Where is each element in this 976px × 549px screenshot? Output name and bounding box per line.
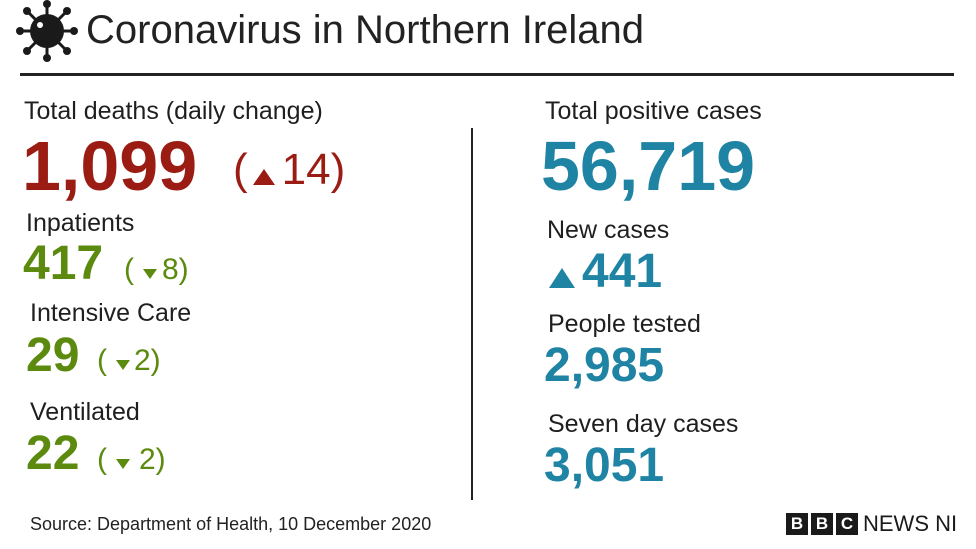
ventilated-change: (2) xyxy=(97,442,166,479)
deaths-change: (14) xyxy=(233,145,345,197)
inpatients-change-open: ( xyxy=(124,253,134,286)
header-rule xyxy=(20,73,954,76)
down-arrow-icon xyxy=(142,253,158,289)
bbc-letter: C xyxy=(836,513,858,535)
bbc-logo: B B C xyxy=(786,513,858,535)
page-title: Coronavirus in Northern Ireland xyxy=(86,8,645,52)
down-arrow-icon xyxy=(115,344,131,380)
tested-label: People tested xyxy=(548,310,701,338)
vent-change-open: ( xyxy=(97,443,107,476)
up-arrow-icon xyxy=(252,147,276,197)
icu-change-value: 2) xyxy=(134,344,161,377)
icu-change: (2) xyxy=(97,343,161,380)
new-cases-value: 441 xyxy=(582,245,663,298)
inpatients-label: Inpatients xyxy=(26,209,135,237)
new-cases-label: New cases xyxy=(547,216,670,244)
inpatients-value: 417 xyxy=(23,237,104,290)
inpatients-change: (8) xyxy=(124,252,189,289)
deaths-value: 1,099 xyxy=(22,127,198,205)
virus-icon xyxy=(14,0,80,62)
inpatients-change-value: 8) xyxy=(162,253,189,286)
new-cases-row: 441 xyxy=(548,246,662,300)
bbc-letter: B xyxy=(811,513,833,535)
icu-label: Intensive Care xyxy=(30,299,192,327)
deaths-change-close: ) xyxy=(330,145,346,194)
up-arrow-icon xyxy=(548,248,576,300)
icu-value: 29 xyxy=(26,329,80,382)
source-note: Source: Department of Health, 10 Decembe… xyxy=(30,514,432,534)
deaths-label: Total deaths (daily change) xyxy=(24,97,323,125)
seven-day-label: Seven day cases xyxy=(548,410,739,438)
down-arrow-icon xyxy=(115,443,131,479)
vent-change-value: 2) xyxy=(139,443,166,476)
seven-day-value: 3,051 xyxy=(544,439,665,492)
bbc-letter: B xyxy=(786,513,808,535)
total-cases-label: Total positive cases xyxy=(545,97,762,125)
icu-change-open: ( xyxy=(97,344,107,377)
column-divider xyxy=(471,128,473,500)
news-ni-label: NEWS NI xyxy=(863,511,958,536)
deaths-change-open: ( xyxy=(233,145,248,194)
total-cases-value: 56,719 xyxy=(541,127,756,205)
ventilated-label: Ventilated xyxy=(30,398,140,426)
ventilated-value: 22 xyxy=(26,427,80,480)
tested-value: 2,985 xyxy=(544,339,665,392)
deaths-change-value: 14 xyxy=(281,145,331,194)
